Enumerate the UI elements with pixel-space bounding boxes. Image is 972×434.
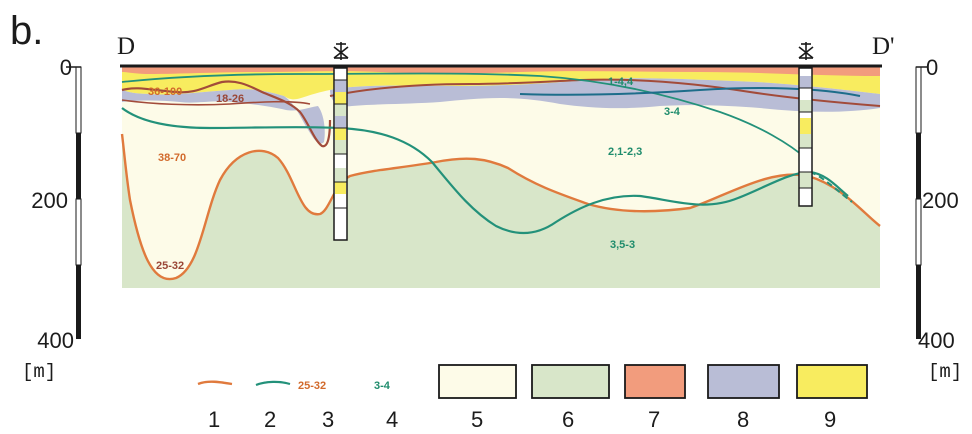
drill-rig-icon	[798, 42, 814, 60]
legend-green-line	[255, 380, 291, 387]
scale-segment-white	[915, 198, 922, 266]
scale-segment-black	[76, 133, 81, 199]
depth-label-400-right: 400	[918, 328, 955, 353]
legend-swatch-7	[624, 364, 686, 399]
borehole-segment	[335, 140, 346, 154]
depth-unit-label: [m]	[22, 361, 56, 383]
borehole-segment	[335, 116, 346, 128]
brown-value-label: 18-26	[216, 93, 244, 105]
borehole-segment	[800, 100, 811, 112]
green-contour-line-deep	[121, 107, 849, 235]
section-body	[120, 64, 882, 288]
green-value-label: 2,1-2,3	[608, 146, 642, 158]
depth-label-0: 0	[60, 55, 72, 80]
borehole-segment	[335, 92, 346, 104]
legend-green-value: 3-4	[374, 380, 391, 392]
orange-value-label: 25-32	[156, 260, 184, 272]
right-depth-scale: 0 200 400 [m]	[915, 55, 962, 383]
clay-layer-left	[122, 89, 325, 144]
depth-label-0-right: 0	[926, 55, 938, 80]
green-value-label: 3-4	[664, 106, 681, 118]
legend: 25-32 3-4 1 2 3 4 5 6 7 8 9	[197, 364, 868, 432]
legend-swatch-9	[796, 364, 868, 399]
legend-number: 9	[824, 407, 836, 432]
green-value-label: 1-4,4	[608, 76, 634, 88]
legend-number: 1	[208, 407, 220, 432]
legend-orange-value: 25-32	[298, 380, 326, 392]
borehole-segment	[800, 118, 811, 134]
borehole-right	[798, 42, 814, 207]
borehole-segment	[335, 104, 346, 116]
scale-segment-white	[75, 66, 82, 134]
orange-value-label: 38-70	[158, 152, 186, 164]
depth-unit-label-right: [m]	[928, 361, 962, 383]
green-contour-dashed	[809, 171, 853, 203]
legend-swatch-8	[707, 364, 780, 399]
scale-segment-white	[915, 66, 922, 134]
top-layer-area	[122, 66, 880, 76]
section-end-label: D'	[872, 33, 895, 60]
legend-number: 3	[322, 407, 334, 432]
green-contour-line-mid	[121, 72, 809, 161]
section-start-label: D	[117, 33, 135, 60]
orange-value-label: 36-100	[148, 86, 182, 98]
borehole-segment	[335, 128, 346, 140]
legend-swatch-5	[438, 364, 517, 399]
green-value-label: 3,5-3	[610, 239, 635, 251]
legend-number: 7	[648, 407, 660, 432]
scale-segment-black	[76, 265, 81, 339]
legend-number: 6	[562, 407, 574, 432]
legend-orange-line	[197, 380, 233, 386]
legend-swatch-6	[531, 364, 610, 399]
drill-rig-icon	[333, 42, 349, 60]
borehole-segment	[335, 168, 346, 182]
borehole-segment	[800, 76, 811, 88]
legend-number: 2	[264, 407, 276, 432]
brown-contour-line-lower	[121, 99, 311, 106]
scale-segment-black	[916, 133, 921, 199]
borehole-left	[333, 42, 349, 241]
borehole-segment	[800, 134, 811, 148]
depth-label-200-right: 200	[922, 188, 959, 213]
depth-label-400: 400	[37, 328, 74, 353]
borehole-segment	[335, 80, 346, 92]
brown-contour-line-left	[121, 80, 332, 148]
scale-segment-white	[75, 198, 82, 266]
depth-label-200: 200	[31, 188, 68, 213]
panel-label: b.	[10, 9, 43, 53]
left-depth-scale: 0 200 400 [m]	[22, 55, 82, 383]
legend-number: 5	[471, 407, 483, 432]
green-contour-line-upper	[519, 87, 861, 97]
scale-segment-black	[916, 265, 921, 339]
legend-number: 8	[737, 407, 749, 432]
legend-number: 4	[386, 407, 398, 432]
borehole-segment	[335, 182, 346, 194]
borehole-segment	[800, 172, 811, 188]
